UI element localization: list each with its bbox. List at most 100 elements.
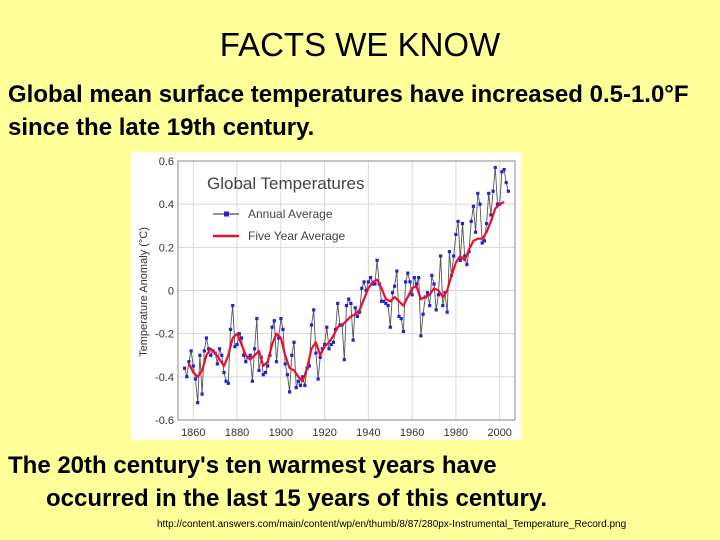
annual-data-point <box>397 314 401 318</box>
annual-data-point <box>439 254 443 258</box>
annual-data-point <box>454 232 458 236</box>
annual-data-point <box>290 353 294 357</box>
annual-data-point <box>266 364 270 368</box>
x-tick-label: 1980 <box>444 427 468 439</box>
annual-data-point <box>366 280 370 284</box>
annual-data-point <box>288 390 292 394</box>
annual-data-point <box>390 291 395 295</box>
y-tick-label: 0.6 <box>159 156 174 168</box>
annual-data-point <box>218 347 222 351</box>
plot-frame <box>177 160 516 421</box>
annual-data-point <box>215 362 219 366</box>
annual-data-point <box>404 280 408 284</box>
annual-data-point <box>312 308 316 312</box>
annual-data-point <box>382 299 386 303</box>
annual-data-point <box>371 282 375 286</box>
annual-data-point <box>185 375 189 379</box>
annual-data-point <box>220 353 224 357</box>
annual-data-point <box>325 325 329 329</box>
annual-data-point <box>375 258 379 262</box>
annual-data-point <box>425 291 430 295</box>
annual-data-point <box>476 191 480 195</box>
y-tick-label: -0.2 <box>155 329 174 341</box>
conclusion-line-2: occurred in the last 15 years of this ce… <box>46 485 548 512</box>
annual-data-point <box>445 310 449 314</box>
annual-data-point <box>318 355 322 359</box>
annual-data-point <box>187 360 191 364</box>
annual-data-point <box>419 334 423 338</box>
y-tick-label: 0.2 <box>159 242 174 254</box>
annual-data-point <box>242 353 246 357</box>
source-credit: http://content.answers.com/main/content/… <box>157 519 627 530</box>
annual-data-point <box>263 370 268 375</box>
annual-data-point <box>314 351 318 355</box>
annual-data-point <box>428 304 432 308</box>
annual-data-point <box>452 254 456 258</box>
y-tick-label: -0.6 <box>155 415 174 427</box>
annual-data-point <box>196 401 200 405</box>
annual-data-point <box>362 280 366 284</box>
annual-data-point <box>224 379 228 383</box>
y-tick-label: -0.4 <box>155 372 174 384</box>
annual-data-point <box>355 314 359 318</box>
annual-data-point <box>460 222 465 226</box>
annual-data-point <box>244 360 248 364</box>
annual-data-point <box>296 379 300 383</box>
annual-data-point <box>323 342 327 347</box>
annual-data-point <box>485 222 489 226</box>
annual-data-point <box>204 336 208 340</box>
annual-data-point <box>456 219 460 223</box>
annual-data-point <box>373 282 377 286</box>
annual-data-point <box>421 312 425 316</box>
annual-average-line <box>184 167 509 403</box>
annual-data-point <box>336 301 340 305</box>
annual-data-point <box>465 263 469 267</box>
annual-data-point <box>358 310 362 314</box>
annual-data-point <box>255 317 259 321</box>
annual-data-point <box>463 254 467 258</box>
x-tick-label: 1860 <box>181 427 205 439</box>
annual-data-point <box>441 304 445 308</box>
annual-data-point <box>327 347 331 351</box>
annual-data-point <box>388 325 392 329</box>
x-tick-label: 1880 <box>225 427 249 439</box>
annual-data-point <box>231 304 235 308</box>
annual-data-point <box>386 304 390 308</box>
annual-data-point <box>491 189 495 193</box>
y-axis-label: Temperature Anomaly (°C) <box>138 227 150 357</box>
annual-data-point <box>257 368 261 372</box>
annual-data-point <box>233 345 237 349</box>
annual-data-point <box>329 342 333 347</box>
annual-data-point <box>482 239 486 243</box>
annual-data-point <box>277 336 281 340</box>
annual-data-point <box>500 170 504 174</box>
annual-data-point <box>487 191 491 195</box>
annual-data-point <box>430 273 434 277</box>
x-tick-label: 1940 <box>356 427 380 439</box>
annual-data-point <box>399 317 403 321</box>
legend: Annual Average Five Year Average <box>213 207 346 243</box>
annual-data-point <box>202 349 206 353</box>
annual-data-point <box>384 301 388 305</box>
annual-data-point <box>495 202 500 206</box>
annual-data-point <box>198 353 202 357</box>
annual-data-point <box>283 362 287 366</box>
annual-data-point <box>183 366 187 370</box>
annual-data-point <box>294 386 298 390</box>
annual-data-point <box>272 319 276 323</box>
annual-data-point <box>239 336 244 340</box>
annual-data-point <box>274 360 279 364</box>
conclusion-text: The 20th century's ten warmest years hav… <box>8 449 714 515</box>
annual-data-point <box>331 340 335 344</box>
annual-data-point <box>469 219 473 223</box>
annual-data-point <box>393 284 397 288</box>
annual-data-point <box>200 392 204 396</box>
annual-data-point <box>279 317 283 321</box>
annual-data-point <box>307 364 311 368</box>
slide-title: FACTS WE KNOW <box>219 26 501 63</box>
annual-data-point <box>309 323 314 327</box>
annual-data-point <box>408 280 412 284</box>
y-tick-label: 0 <box>168 286 174 298</box>
annual-data-point <box>360 286 364 290</box>
annual-data-point <box>209 353 213 357</box>
